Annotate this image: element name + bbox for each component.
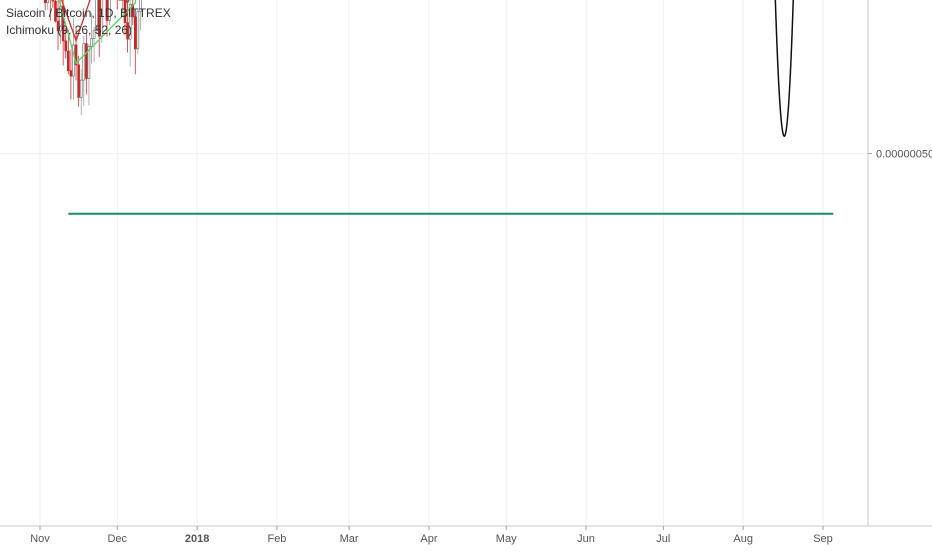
x-tick-label: Dec: [107, 533, 127, 545]
x-tick-label: Sep: [813, 533, 833, 545]
candle-body: [67, 51, 69, 71]
candle-body: [91, 39, 93, 47]
x-tick-label: Aug: [733, 533, 753, 545]
x-tick-label: Apr: [420, 533, 437, 545]
candle-body: [85, 44, 87, 79]
x-tick-label: Feb: [267, 533, 286, 545]
x-tick-label: May: [496, 533, 517, 545]
candle-body: [65, 41, 67, 51]
price-axis-area[interactable]: [868, 0, 932, 550]
x-tick-label: Jun: [577, 533, 595, 545]
y-tick-label: 0.00000050: [876, 149, 932, 161]
candle-body: [83, 44, 85, 80]
indicator-label[interactable]: Ichimoku (9, 26, 52, 26): [6, 22, 171, 39]
candle-body: [44, 0, 46, 3]
x-tick-label: Jul: [656, 533, 670, 545]
x-tick-label: Mar: [340, 533, 359, 545]
candle-body: [70, 71, 72, 76]
x-tick-label: Nov: [30, 533, 50, 545]
candle-body: [47, 0, 49, 3]
chart-title: Siacoin / Bitcoin, 1D, BITTREX: [6, 5, 171, 22]
candle-body: [52, 0, 54, 1]
candle-body: [78, 65, 80, 98]
chart-title-block: Siacoin / Bitcoin, 1D, BITTREX Ichimoku …: [6, 5, 171, 39]
x-tick-label: 2018: [185, 533, 209, 545]
projection-curve[interactable]: [773, 0, 797, 136]
candle-body: [80, 80, 82, 97]
